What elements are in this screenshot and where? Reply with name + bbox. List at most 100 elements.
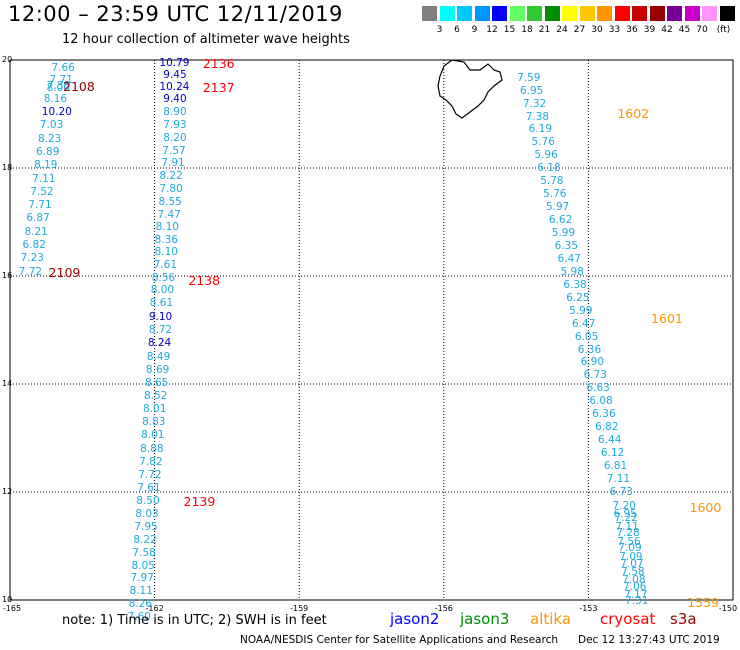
wave-height-value: 8.21 xyxy=(24,225,48,238)
wave-height-value: 7.28 xyxy=(616,527,640,540)
wave-height-value: 9.10 xyxy=(148,311,173,324)
lon-label: -162 xyxy=(145,604,164,613)
pass-number-label: 2138 xyxy=(188,273,221,289)
scale-label: 21 xyxy=(538,25,551,35)
wave-height-value: 5.99 xyxy=(569,304,593,317)
wave-height-value: 7.09 xyxy=(619,550,643,563)
wave-height-value: 8.19 xyxy=(34,158,58,171)
lat-label: 18 xyxy=(2,163,13,172)
wave-height-value: 7.52 xyxy=(30,185,54,198)
wave-height-value: 6.47 xyxy=(572,317,596,330)
scale-label: 15 xyxy=(503,25,516,35)
wave-height-value: 8.50 xyxy=(136,494,160,507)
satellite-name: s3a xyxy=(670,610,697,628)
wave-height-value: 5.98 xyxy=(560,265,584,278)
scale-label: 39 xyxy=(643,25,656,35)
scale-swatch xyxy=(649,6,665,21)
wave-height-value: 7.97 xyxy=(130,572,154,585)
wave-height-value: 10.24 xyxy=(159,81,190,94)
wave-height-value: 8.11 xyxy=(129,585,153,598)
wave-height-value: 10.79 xyxy=(159,56,190,69)
satellite-name: jason2 xyxy=(390,610,440,628)
timestamp: Dec 12 13:27:43 UTC 2019 xyxy=(578,634,720,646)
pass-number-label: 1602 xyxy=(617,106,650,121)
scale-label: 9 xyxy=(471,25,478,35)
scale-swatch xyxy=(422,6,437,21)
map-title: 12:00 – 23:59 UTC 12/11/2019 xyxy=(8,2,343,26)
wave-height-value: 8.01 xyxy=(141,428,165,441)
wave-height-value: 7.38 xyxy=(525,111,550,124)
wave-height-value: 7.03 xyxy=(39,118,64,131)
wave-height-value: 8.69 xyxy=(145,364,170,377)
wave-height-value: 7.09 xyxy=(618,542,642,555)
wave-height-value: 7.60 xyxy=(127,611,151,624)
pass-number-label: 2109 xyxy=(48,264,81,280)
wave-height-value: 5.97 xyxy=(545,200,570,213)
scale-swatch xyxy=(632,6,647,21)
scale-swatch xyxy=(544,6,560,21)
wave-height-value: 8.26 xyxy=(128,598,152,611)
wave-height-value: 6.81 xyxy=(603,460,628,473)
wave-height-value: 7.11 xyxy=(606,473,631,486)
scale-label: 3 xyxy=(436,25,443,35)
scale-label: 36 xyxy=(626,25,638,35)
grid-lines xyxy=(10,60,733,600)
scale-swatch xyxy=(457,6,472,21)
wave-height-value: 8.36 xyxy=(154,234,178,247)
wave-height-value: 8.22 xyxy=(159,169,183,182)
wave-height-value: 8.24 xyxy=(147,337,172,350)
wave-height-value: 5.76 xyxy=(531,136,555,149)
wave-height-value: 7.72 xyxy=(138,468,162,481)
scale-label: 24 xyxy=(556,25,568,35)
lat-label: 20 xyxy=(2,55,13,64)
lon-label: -150 xyxy=(718,604,738,613)
wave-height-value: 8.52 xyxy=(143,389,168,402)
wave-height-value: 8.90 xyxy=(163,105,187,118)
wave-height-value: 6.73 xyxy=(609,486,633,499)
scale-label: 12 xyxy=(486,25,498,35)
pass-number-label: 2137 xyxy=(202,80,235,96)
scale-swatch xyxy=(439,6,455,21)
wave-height-value: 6.44 xyxy=(598,434,622,447)
wave-height-value: 8.65 xyxy=(144,377,169,389)
satellite-name: cryosat xyxy=(600,610,656,628)
wave-height-value: 7.31 xyxy=(625,595,649,608)
wave-height-value: 5.76 xyxy=(543,188,567,200)
wave-height-value: 7.80 xyxy=(159,182,183,195)
wave-height-value: 6.95 xyxy=(519,85,544,98)
scale-swatch xyxy=(492,6,507,21)
wave-height-value: 8.56 xyxy=(151,272,176,285)
wave-height-value: 6.18 xyxy=(537,162,561,175)
wave-height-value: 5.99 xyxy=(551,226,576,239)
scale-label: 27 xyxy=(573,25,586,35)
wave-height-value: 6.08 xyxy=(589,395,613,408)
wave-height-value: 6.89 xyxy=(36,145,60,158)
wave-height-value: 7.66 xyxy=(51,61,75,74)
wave-height-value: 7.71 xyxy=(28,198,52,211)
wave-height-value: 7.61 xyxy=(137,481,161,494)
wave-height-value: 7.58 xyxy=(621,566,645,578)
credit-line: NOAA/NESDIS Center for Satellite Applica… xyxy=(240,634,558,646)
wave-height-value: 6.25 xyxy=(566,291,590,304)
wave-height-value: 6.87 xyxy=(26,211,50,224)
scale-swatch xyxy=(474,6,490,21)
wave-height-value: 7.82 xyxy=(139,455,163,468)
wave-height-value: 7.58 xyxy=(132,546,156,559)
pass-number-label: 1559 xyxy=(687,594,720,610)
hawaii-big-island-coastline xyxy=(437,59,503,119)
wave-height-value: 6.47 xyxy=(557,252,581,265)
wave-height-value: 8.00 xyxy=(150,284,175,297)
wave-height-value: 7.72 xyxy=(18,265,43,278)
wave-height-value: 8.10 xyxy=(155,221,179,234)
wave-height-value: 6.62 xyxy=(548,213,573,226)
lat-label: 12 xyxy=(2,487,13,496)
wave-height-value: 6.90 xyxy=(580,356,605,369)
scale-swatch xyxy=(702,6,717,21)
wave-height-value: 8.55 xyxy=(158,195,182,208)
wave-height-value: 6.63 xyxy=(586,382,610,395)
wave-height-value: 7.47 xyxy=(157,208,181,221)
wave-height-value: 7.11 xyxy=(615,520,639,533)
wave-height-value: 7.32 xyxy=(522,98,547,111)
wave-height-value: 8.05 xyxy=(131,559,155,572)
